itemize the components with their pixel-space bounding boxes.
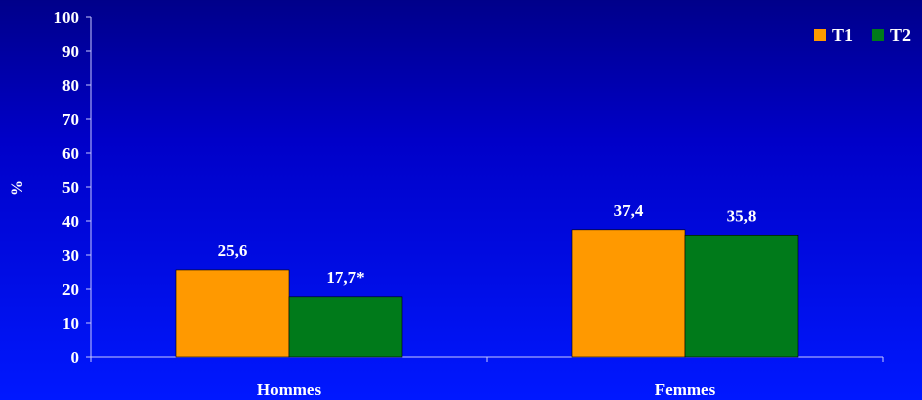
legend-label: T1 bbox=[832, 25, 853, 45]
bar-t1 bbox=[571, 229, 686, 358]
y-tick-label: 50 bbox=[62, 178, 79, 197]
y-tick-label: 100 bbox=[54, 8, 80, 27]
y-tick-label: 80 bbox=[62, 76, 79, 95]
data-label: 25,6 bbox=[218, 241, 248, 260]
category-label: Femmes bbox=[655, 380, 716, 399]
data-label: 17,7* bbox=[326, 268, 364, 287]
bars bbox=[175, 229, 799, 358]
y-tick-label: 20 bbox=[62, 280, 79, 299]
data-labels: 25,6 17,7* 37,4 35,8 bbox=[218, 201, 757, 287]
legend-swatch-t2 bbox=[872, 29, 884, 41]
y-tick-label: 0 bbox=[71, 348, 80, 367]
bar-t2 bbox=[288, 296, 403, 358]
legend-swatch-t1 bbox=[814, 29, 826, 41]
y-tick-label: 40 bbox=[62, 212, 79, 231]
legend: T1 T2 bbox=[814, 25, 911, 45]
bar-t2 bbox=[684, 234, 799, 358]
bar-t1 bbox=[175, 269, 290, 358]
y-axis: 0 10 20 30 40 50 60 70 80 90 100 bbox=[54, 8, 92, 367]
category-label: Hommes bbox=[257, 380, 322, 399]
legend-label: T2 bbox=[890, 25, 911, 45]
x-axis: Hommes Femmes bbox=[90, 356, 884, 399]
y-tick-label: 90 bbox=[62, 42, 79, 61]
y-axis-label: % bbox=[9, 180, 26, 196]
y-tick-label: 70 bbox=[62, 110, 79, 129]
y-tick-label: 10 bbox=[62, 314, 79, 333]
y-tick-label: 60 bbox=[62, 144, 79, 163]
data-label: 35,8 bbox=[727, 206, 757, 225]
y-tick-label: 30 bbox=[62, 246, 79, 265]
data-label: 37,4 bbox=[614, 201, 644, 220]
